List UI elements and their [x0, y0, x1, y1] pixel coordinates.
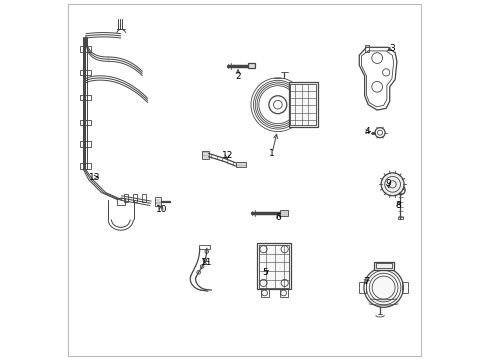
Bar — [124, 194, 128, 202]
Text: 5: 5 — [262, 268, 267, 277]
Bar — [80, 69, 91, 75]
Text: 4: 4 — [364, 127, 369, 136]
Bar — [375, 263, 391, 268]
Bar — [80, 120, 91, 126]
Circle shape — [363, 268, 403, 307]
Bar — [80, 163, 91, 168]
Text: 8: 8 — [395, 201, 401, 210]
Bar — [202, 150, 208, 159]
Bar — [80, 95, 91, 100]
Bar — [235, 162, 245, 167]
Text: 3: 3 — [388, 44, 394, 53]
Bar — [133, 194, 137, 202]
Bar — [279, 289, 287, 297]
Bar — [288, 82, 317, 127]
Bar — [155, 197, 160, 206]
Text: 2: 2 — [235, 72, 241, 81]
Bar — [199, 244, 209, 249]
Circle shape — [380, 173, 403, 196]
Bar — [80, 141, 91, 147]
Bar — [359, 282, 365, 293]
Bar — [364, 45, 368, 51]
Text: 11: 11 — [201, 258, 212, 267]
Bar — [80, 46, 91, 52]
Text: 1: 1 — [269, 149, 274, 158]
Bar — [258, 244, 289, 288]
Text: 6: 6 — [275, 213, 281, 222]
Bar — [247, 63, 255, 68]
Text: 13: 13 — [89, 173, 100, 182]
Bar — [260, 289, 268, 297]
Text: 10: 10 — [155, 205, 167, 214]
Bar — [290, 84, 316, 125]
Text: 12: 12 — [221, 151, 232, 160]
Bar — [401, 282, 407, 293]
Bar — [397, 217, 402, 220]
Bar — [373, 262, 393, 270]
Bar — [117, 198, 125, 205]
Text: 9: 9 — [384, 179, 390, 188]
Bar — [280, 210, 287, 216]
Bar — [257, 243, 290, 289]
Text: 7: 7 — [363, 276, 368, 285]
Bar — [142, 194, 145, 202]
